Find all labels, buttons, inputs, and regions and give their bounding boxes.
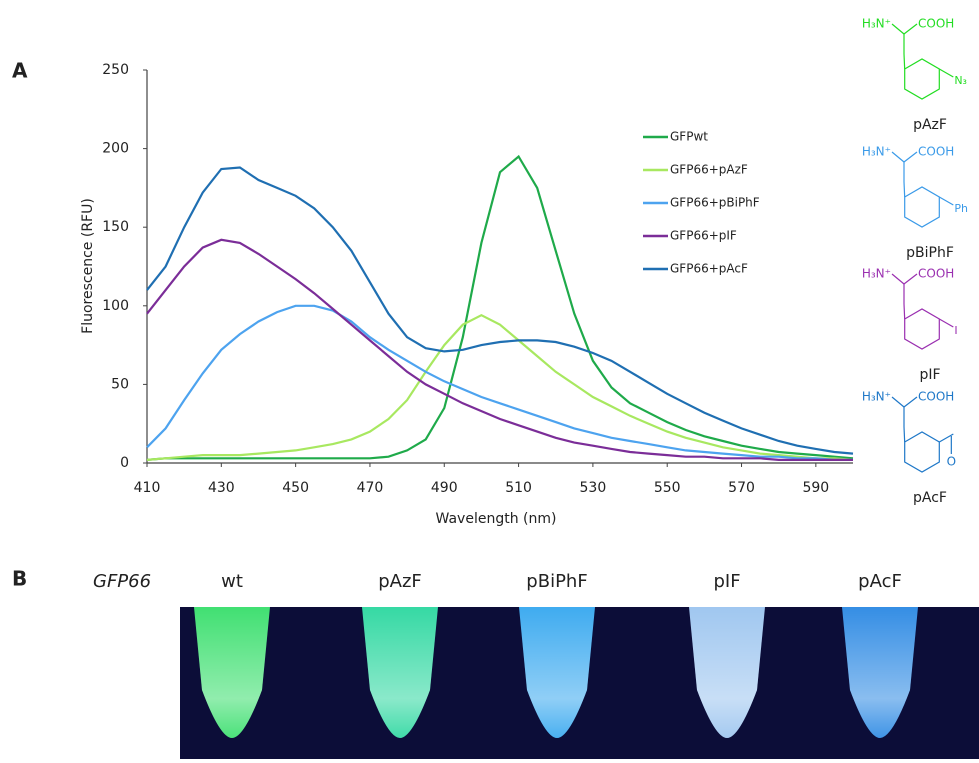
acid-group: COOH: [918, 267, 954, 281]
bond: [903, 181, 906, 198]
series-line: [146, 238, 853, 461]
sample-label: pIF: [713, 571, 740, 592]
panel-label: B: [12, 567, 27, 591]
bond: [903, 303, 906, 320]
bond: [903, 273, 918, 285]
amine-group: H₃N⁺: [862, 390, 891, 404]
acid-group: COOH: [918, 17, 954, 31]
benzene-ring: [904, 308, 940, 350]
series-line: [146, 166, 854, 455]
bond: [903, 23, 918, 35]
sample-label: wt: [221, 571, 243, 592]
amine-group: H₃N⁺: [862, 267, 891, 281]
y-tick-label: 0: [120, 455, 129, 471]
substituent: Ph: [954, 202, 968, 215]
structure-name: pBiPhF: [906, 245, 954, 261]
bond: [939, 196, 954, 206]
sample-label: pAzF: [378, 571, 422, 592]
acid-group: COOH: [918, 145, 954, 159]
series-line: [146, 154, 854, 461]
tube-glow: [362, 607, 438, 738]
acid-group: COOH: [918, 390, 954, 404]
benzene-ring: [904, 431, 940, 473]
bond: [903, 426, 906, 443]
tube-glow: [519, 607, 595, 738]
bond: [939, 433, 954, 443]
y-tick-label: 150: [102, 219, 129, 235]
amine-group: H₃N⁺: [862, 145, 891, 159]
tube-glow: [194, 607, 270, 738]
sample-label: pAcF: [858, 571, 902, 592]
x-tick-label: 570: [728, 480, 755, 496]
x-tick-label: 590: [802, 480, 829, 496]
amine-group: H₃N⁺: [862, 17, 891, 31]
y-tick-label: 200: [102, 141, 129, 157]
bond: [903, 396, 918, 408]
legend-label: GFP66+pIF: [670, 229, 737, 243]
x-tick-label: 510: [505, 480, 532, 496]
bond: [891, 273, 905, 285]
bond: [903, 53, 906, 70]
series-line: [146, 313, 854, 461]
tube-glow: [842, 607, 918, 738]
structure-name: pAcF: [913, 490, 947, 506]
benzene-ring: [904, 58, 940, 100]
legend-label: GFP66+pBiPhF: [670, 196, 760, 210]
substituent: N₃: [954, 74, 967, 87]
x-tick-label: 470: [357, 480, 384, 496]
bond: [891, 396, 905, 408]
sample-label: pBiPhF: [526, 571, 587, 592]
tube-glow: [689, 607, 765, 738]
photo-row-label: GFP66: [93, 571, 151, 592]
substituent: I: [954, 324, 957, 337]
bond: [891, 23, 905, 35]
benzene-ring: [904, 186, 940, 228]
y-axis-label: Fluorescence (RFU): [80, 198, 96, 334]
x-tick-label: 410: [134, 480, 161, 496]
x-tick-label: 490: [431, 480, 458, 496]
x-axis-label: Wavelength (nm): [436, 511, 557, 527]
y-tick-label: 100: [102, 298, 129, 314]
series-line: [146, 304, 853, 461]
panel-label: A: [12, 59, 28, 83]
x-tick-label: 450: [282, 480, 309, 496]
bond: [939, 318, 954, 328]
structure-name: pIF: [919, 367, 940, 383]
y-tick-label: 250: [102, 62, 129, 78]
x-tick-label: 430: [208, 480, 235, 496]
y-tick-label: 50: [111, 376, 129, 392]
bond: [903, 151, 918, 163]
bond: [891, 151, 905, 163]
x-tick-label: 530: [580, 480, 607, 496]
legend-label: GFP66+pAcF: [670, 262, 748, 276]
legend-label: GFPwt: [670, 130, 708, 144]
x-tick-label: 550: [654, 480, 681, 496]
bond: [939, 68, 954, 78]
legend-label: GFP66+pAzF: [670, 163, 748, 177]
substituent: O: [947, 455, 956, 469]
structure-name: pAzF: [913, 117, 947, 133]
